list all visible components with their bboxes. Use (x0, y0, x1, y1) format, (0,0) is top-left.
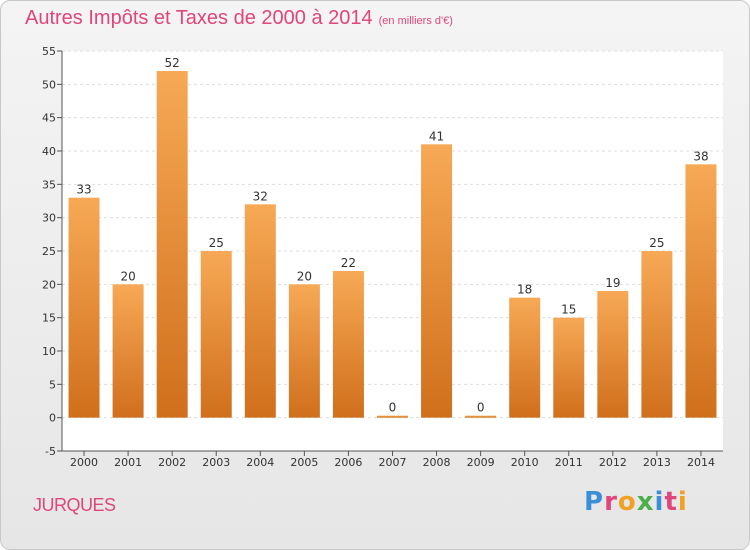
y-tick-label: 35 (42, 178, 56, 191)
x-tick-label: 2012 (599, 456, 627, 469)
chart-subtitle: (en milliers d'€) (378, 15, 453, 27)
bar-2002 (156, 71, 188, 418)
y-tick-label: 55 (42, 45, 56, 58)
logo-letter: r (604, 487, 618, 517)
data-label: 19 (605, 276, 620, 290)
logo-letter: i (654, 487, 665, 517)
bar-2010 (509, 297, 541, 418)
y-tick-label: 0 (49, 412, 56, 425)
data-label: 0 (389, 401, 397, 415)
logo-letter: P (584, 487, 605, 517)
bars (68, 71, 717, 418)
x-tick-label: 2001 (114, 456, 142, 469)
chart-title: Autres Impôts et Taxes de 2000 à 2014 (en… (25, 7, 453, 29)
data-label: 22 (341, 256, 356, 270)
data-label: 25 (649, 236, 664, 250)
commune-name: JURQUES (33, 495, 116, 515)
bar-2003 (200, 251, 232, 418)
x-axis: 2000 2001 2002 2003 2004 2005 2006 2007 2008 2009… (62, 450, 723, 469)
y-tick-label: 30 (42, 212, 56, 225)
bar-2005 (288, 284, 320, 418)
data-label: 32 (253, 189, 268, 203)
y-tick-label: 15 (42, 312, 56, 325)
bar-2006 (332, 271, 364, 418)
x-tick-label: 2000 (70, 456, 98, 469)
y-axis: -5 0 5 10 15 20 25 30 35 40 45 50 55 (42, 45, 63, 458)
x-tick-label: 2013 (643, 456, 671, 469)
x-tick-label: 2003 (202, 456, 230, 469)
bar-2000 (68, 197, 100, 418)
data-label: 33 (76, 183, 91, 197)
x-tick-label: 2004 (246, 456, 274, 469)
data-label: 25 (209, 236, 224, 250)
proxiti-logo: Proxiti (584, 487, 688, 517)
bar-2004 (244, 204, 276, 418)
x-tick-label: 2011 (555, 456, 583, 469)
y-tick-label: 45 (42, 112, 56, 125)
x-tick-label: 2014 (687, 456, 715, 469)
bar-2007 (377, 415, 408, 418)
bar-2013 (641, 251, 673, 418)
y-tick-label: 50 (42, 78, 56, 91)
y-tick-label: -5 (45, 445, 56, 458)
y-tick-label: 20 (42, 278, 56, 291)
bar-2001 (112, 284, 144, 418)
logo-letter: x (636, 487, 655, 517)
y-tick-label: 25 (42, 245, 56, 258)
y-tick-label: 5 (49, 378, 56, 391)
logo-letter: t (664, 487, 678, 517)
data-labels: 33 20 52 25 32 20 22 0 41 0 18 15 19 25 38 (76, 56, 708, 415)
bar-2012 (597, 291, 629, 418)
x-tick-label: 2007 (379, 456, 407, 469)
x-tick-label: 2009 (467, 456, 495, 469)
x-tick-label: 2002 (158, 456, 186, 469)
data-label: 38 (693, 149, 708, 163)
data-label: 18 (517, 283, 532, 297)
data-label: 15 (561, 303, 576, 317)
x-tick-label: 2008 (423, 456, 451, 469)
bar-2008 (421, 144, 453, 418)
data-label: 52 (165, 56, 180, 70)
y-tick-label: 10 (42, 345, 56, 358)
data-label: 20 (120, 269, 135, 283)
x-tick-label: 2005 (290, 456, 318, 469)
x-tick-label: 2010 (511, 456, 539, 469)
logo-letter: i (677, 487, 688, 517)
x-tick-label: 2006 (334, 456, 362, 469)
data-label: 41 (429, 129, 444, 143)
data-label: 0 (477, 401, 485, 415)
y-tick-label: 40 (42, 145, 56, 158)
logo-letter: o (617, 487, 637, 517)
bar-2014 (685, 164, 717, 418)
bar-2009 (465, 415, 497, 418)
bar-2011 (553, 317, 585, 418)
data-label: 20 (297, 269, 312, 283)
